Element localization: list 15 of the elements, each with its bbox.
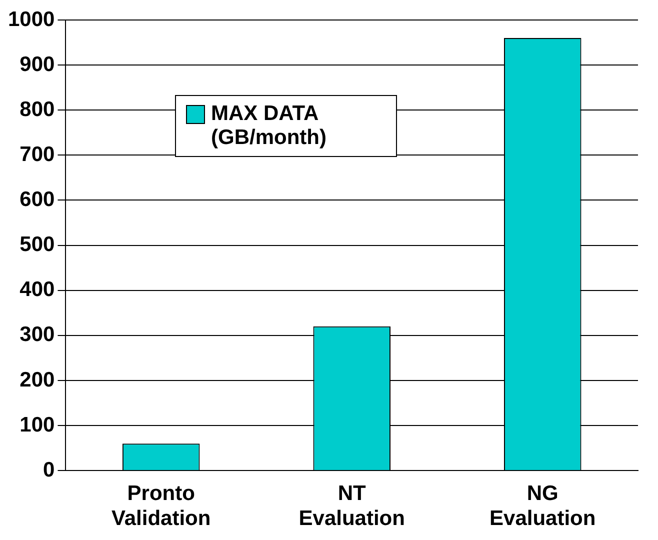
x-tick-label: NG Evaluation [490,482,596,530]
y-tick-label: 500 [20,233,55,256]
y-tick-label: 900 [20,52,55,76]
y-tick-label: 800 [20,98,55,121]
y-tick-label: 600 [20,188,55,212]
y-tick-label: 200 [20,368,55,392]
x-tick-label: Pronto Validation [112,482,211,530]
x-tick-label: NT Evaluation [298,482,405,530]
y-tick-label: 0 [43,458,55,482]
y-tick-label: 400 [20,278,55,302]
y-tick-label: 1000 [8,8,55,31]
legend-label: MAX DATA (GB/month) [211,102,328,150]
y-tick-label: 300 [20,323,55,346]
y-tick-label: 700 [20,142,55,166]
y-tick-label: 100 [20,413,55,436]
